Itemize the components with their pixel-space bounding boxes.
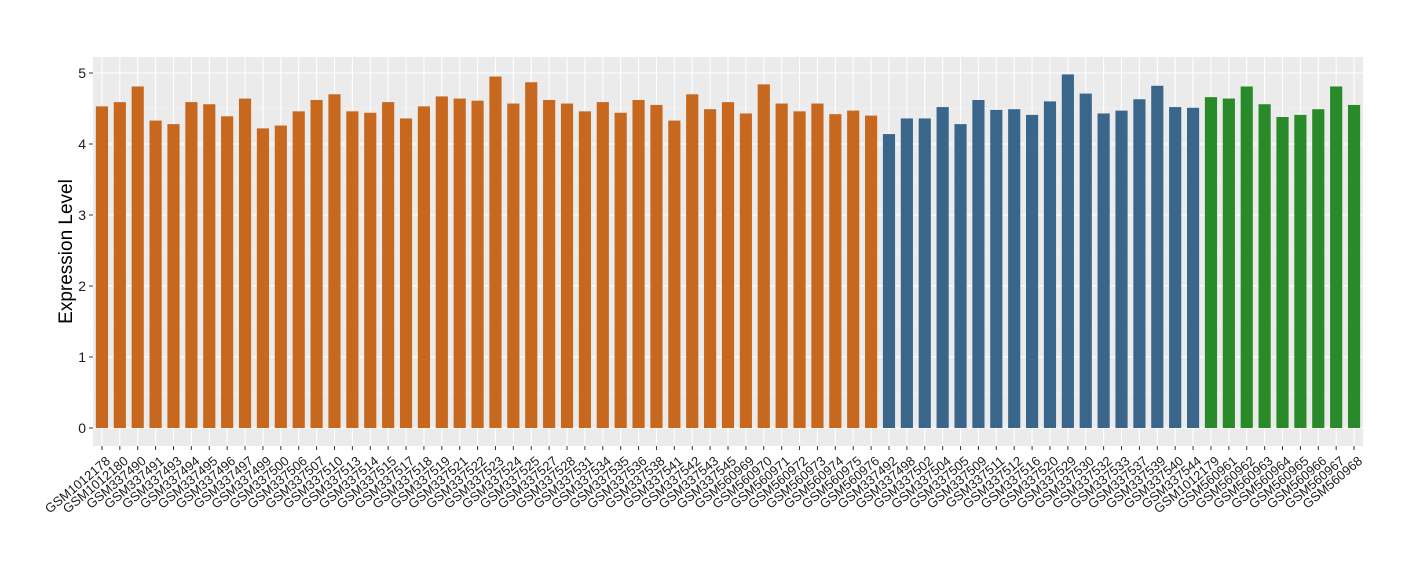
bar-GSM560961 [1222,98,1235,428]
bar-GSM337518 [417,106,430,429]
bar-GSM1012179 [1204,97,1218,428]
bar-GSM337542 [686,94,699,429]
bar-GSM337500 [274,125,287,428]
bar-GSM560967 [1330,86,1343,429]
bar-GSM337536 [632,99,645,428]
bar-GSM337505 [954,124,967,429]
bar-GSM337519 [435,96,448,429]
bar-GSM560966 [1312,109,1325,429]
bar-GSM337495 [203,104,216,429]
bar-GSM337499 [256,128,270,428]
bar-GSM337520 [1043,101,1057,429]
bar-GSM337506 [292,111,305,428]
bar-GSM337534 [596,102,609,429]
y-tick-label: 5 [78,65,86,81]
bar-GSM560962 [1240,86,1253,429]
bar-GSM337507 [310,99,323,428]
bar-GSM560964 [1276,117,1289,429]
y-tick-label: 2 [78,278,86,294]
bar-GSM337514 [364,112,377,428]
bar-GSM337492 [882,134,896,428]
bar-GSM337525 [525,82,538,428]
bar-GSM560971 [775,103,788,428]
y-tick-label: 1 [78,349,86,365]
bar-GSM337529 [1061,74,1074,429]
bar-GSM560972 [793,111,806,428]
bar-GSM337491 [149,120,162,428]
bar-GSM337522 [471,100,484,428]
bar-GSM560963 [1258,104,1271,429]
bar-GSM337528 [560,103,574,428]
bar-GSM337494 [185,102,198,429]
bar-GSM337527 [543,99,556,428]
bar-GSM337516 [1026,114,1039,428]
bars-group [95,74,1361,429]
y-axis-title: Expression Level [56,179,77,324]
bar-GSM337532 [1097,113,1110,428]
bar-GSM560975 [847,110,860,428]
y-tick-label: 4 [78,136,86,152]
bar-GSM560973 [811,103,824,428]
bar-GSM337509 [972,99,985,428]
bar-GSM337523 [489,76,502,429]
bar-GSM337497 [238,98,252,428]
bar-GSM337545 [721,102,735,429]
bar-GSM337510 [328,94,341,429]
bar-GSM337535 [614,112,627,428]
bar-GSM560969 [739,113,752,428]
bar-GSM337531 [578,111,591,428]
y-axis: 0 1 2 3 4 5 [78,65,93,436]
bar-GSM337504 [936,107,949,428]
bar-GSM560976 [865,115,878,428]
bar-GSM560968 [1347,104,1361,428]
bar-GSM337533 [1115,110,1128,428]
bar-GSM337493 [167,124,180,429]
bar-GSM337511 [990,109,1003,429]
bar-GSM337515 [382,102,395,429]
x-axis: GSM1012178GSM1012180GSM337490GSM337491GS… [42,446,1365,516]
bar-GSM337521 [453,98,466,428]
bar-GSM337544 [1186,107,1200,428]
bar-GSM560970 [757,84,770,429]
bar-GSM337543 [704,109,717,429]
y-tick-label: 3 [78,207,86,223]
bar-GSM337496 [221,116,234,428]
bar-GSM337537 [1133,99,1146,429]
bar-GSM337539 [1151,85,1164,428]
bar-GSM337541 [668,120,681,428]
bar-GSM1012180 [113,102,126,429]
bar-GSM337517 [399,118,413,428]
bar-GSM337538 [650,104,663,428]
bar-GSM1012178 [95,106,109,429]
bar-GSM337512 [1008,109,1021,429]
bar-GSM337524 [507,103,520,428]
bar-GSM337498 [900,118,913,428]
bar-GSM560965 [1294,114,1307,428]
y-tick-label: 0 [78,420,86,436]
bar-GSM337530 [1079,93,1092,428]
bar-GSM337513 [346,111,359,428]
bar-GSM560974 [829,114,842,429]
bar-GSM337490 [131,86,144,429]
bar-GSM337540 [1169,107,1182,428]
bar-GSM337502 [918,118,931,428]
